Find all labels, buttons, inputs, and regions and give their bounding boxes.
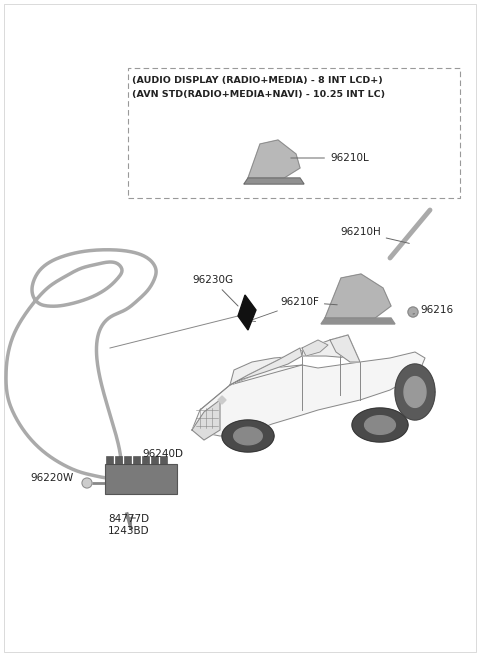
Text: (AVN STD(RADIO+MEDIA+NAVI) - 10.25 INT LC): (AVN STD(RADIO+MEDIA+NAVI) - 10.25 INT L…: [132, 90, 385, 99]
Polygon shape: [325, 274, 391, 318]
Polygon shape: [404, 377, 426, 407]
Polygon shape: [244, 178, 304, 184]
Bar: [115, 456, 122, 464]
Bar: [133, 456, 140, 464]
Polygon shape: [238, 295, 256, 330]
Text: 96240D: 96240D: [142, 449, 183, 464]
Polygon shape: [218, 396, 226, 404]
Text: 96210F: 96210F: [280, 297, 337, 307]
Bar: [142, 456, 149, 464]
Bar: [106, 456, 113, 464]
Polygon shape: [395, 364, 435, 420]
Text: 96216: 96216: [413, 305, 453, 315]
Polygon shape: [230, 335, 360, 385]
Polygon shape: [365, 416, 396, 434]
Polygon shape: [230, 348, 302, 385]
Text: 84777D
1243BD: 84777D 1243BD: [108, 514, 150, 537]
Polygon shape: [352, 408, 408, 442]
Circle shape: [82, 478, 92, 488]
Bar: [160, 456, 167, 464]
Polygon shape: [222, 420, 274, 452]
Bar: [151, 456, 158, 464]
Text: 96210L: 96210L: [291, 153, 369, 163]
Text: 96230G: 96230G: [192, 275, 238, 306]
Polygon shape: [192, 352, 425, 436]
Text: 96210H: 96210H: [340, 227, 409, 243]
Polygon shape: [248, 140, 300, 178]
Polygon shape: [302, 340, 328, 356]
Polygon shape: [234, 427, 262, 445]
Polygon shape: [321, 318, 395, 324]
Polygon shape: [192, 400, 220, 440]
Polygon shape: [330, 335, 360, 362]
Bar: [124, 456, 131, 464]
Polygon shape: [6, 250, 156, 478]
Text: 96220W: 96220W: [30, 473, 73, 483]
Bar: [105, 464, 177, 494]
Text: (AUDIO DISPLAY (RADIO+MEDIA) - 8 INT LCD+): (AUDIO DISPLAY (RADIO+MEDIA) - 8 INT LCD…: [132, 76, 383, 85]
Circle shape: [408, 307, 418, 317]
